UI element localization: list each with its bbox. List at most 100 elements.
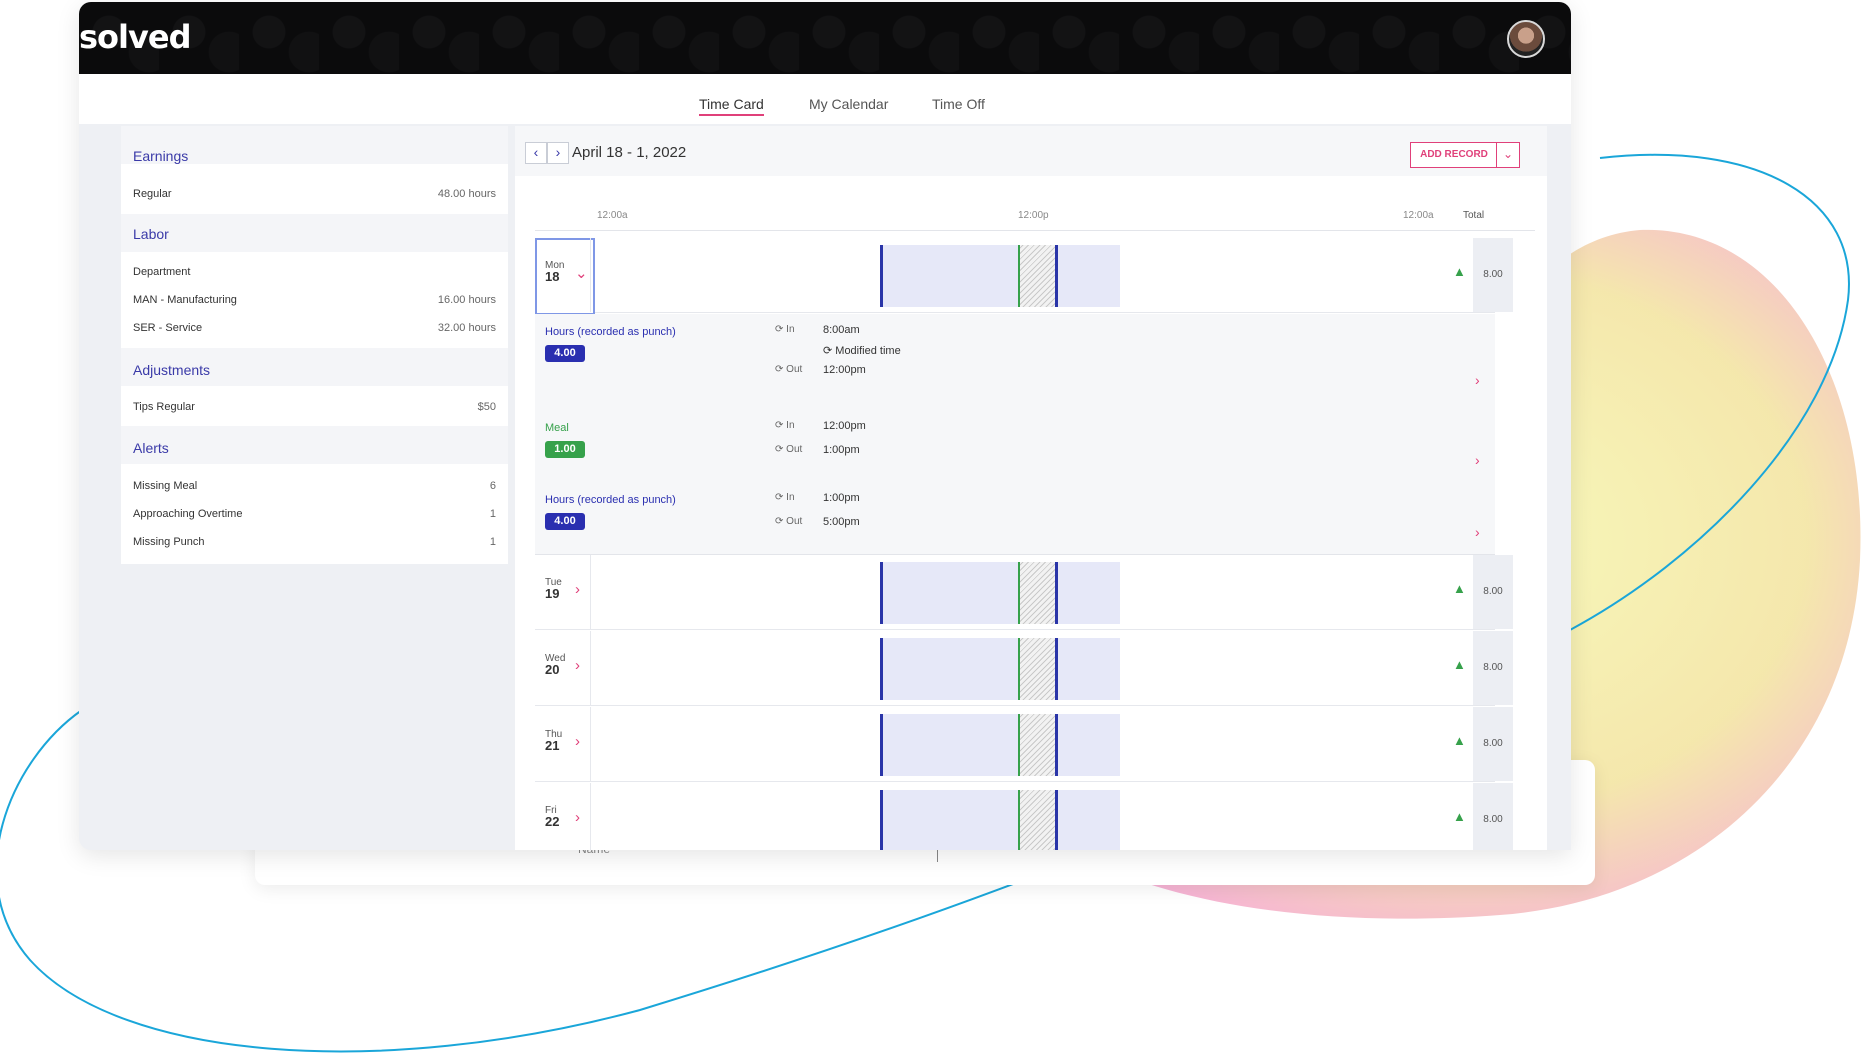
sync-icon: ⟳ xyxy=(775,516,784,527)
day-row-wed[interactable]: Wed 20 › ▲ 8.00 xyxy=(535,631,1513,706)
day-total: 8.00 xyxy=(1473,631,1513,705)
row-label: Approaching Overtime xyxy=(133,508,243,520)
chevron-right-icon[interactable]: › xyxy=(575,809,580,826)
add-record-dropdown-button[interactable]: ⌄ xyxy=(1496,142,1520,168)
chevron-right-icon[interactable]: › xyxy=(575,581,580,598)
sync-icon: ⟳ xyxy=(775,492,784,503)
row-value: 1 xyxy=(489,536,496,548)
day-total: 8.00 xyxy=(1473,707,1513,781)
meal-start-marker xyxy=(1018,790,1020,850)
day-divider xyxy=(590,238,591,312)
day-row-mon[interactable]: Mon 18 ⌄ ▲ 8.00 xyxy=(535,238,1513,315)
day-of-week: Fri xyxy=(545,805,557,816)
tab-my-calendar[interactable]: My Calendar xyxy=(809,96,889,112)
meal-start-marker xyxy=(1018,714,1020,776)
punch-detail[interactable]: Hours (recorded as punch) 4.00 ⟳ In 1:00… xyxy=(535,482,1495,555)
punch-in-marker xyxy=(880,245,883,307)
punch-in-time: 8:00am xyxy=(823,324,860,336)
row-value: 16.00 hours xyxy=(437,294,496,306)
meal-block[interactable] xyxy=(1018,790,1056,850)
day-divider xyxy=(590,707,591,781)
chevron-right-icon[interactable]: › xyxy=(1475,372,1480,388)
day-number: 18 xyxy=(545,269,560,284)
top-tabs: Time Card My Calendar Time Off xyxy=(79,74,1571,124)
warning-icon[interactable]: ▲ xyxy=(1453,581,1466,596)
column-divider xyxy=(937,848,938,862)
tab-time-off[interactable]: Time Off xyxy=(932,96,985,112)
day-row-thu[interactable]: Thu 21 › ▲ 8.00 xyxy=(535,707,1513,782)
meal-block[interactable] xyxy=(1018,562,1056,624)
out-label: Out xyxy=(786,444,803,455)
punch-in-label: ⟳ In xyxy=(775,420,795,431)
solved-logo[interactable]: solved xyxy=(79,18,191,56)
day-of-week: Mon xyxy=(545,260,565,271)
user-avatar[interactable] xyxy=(1507,20,1545,58)
row-value: 48.00 hours xyxy=(437,188,496,200)
time-label-end: 12:00a xyxy=(1403,210,1434,221)
row-value: 6 xyxy=(489,480,496,492)
work-block-morning[interactable] xyxy=(880,562,1018,624)
work-block-morning[interactable] xyxy=(880,790,1018,850)
punch-detail[interactable]: Hours (recorded as punch) 4.00 ⟳ In 8:00… xyxy=(535,314,1495,411)
top-header: solved xyxy=(79,2,1571,74)
day-label: Tue 19 xyxy=(545,577,562,600)
day-number: 22 xyxy=(545,814,560,829)
modified-text: Modified time xyxy=(835,345,901,357)
work-block-morning[interactable] xyxy=(880,245,1018,307)
work-block-morning[interactable] xyxy=(880,638,1018,700)
alerts-row: Missing Punch 1 xyxy=(133,536,496,548)
punch-in-marker xyxy=(880,638,883,700)
meal-block[interactable] xyxy=(1018,714,1056,776)
tab-time-card[interactable]: Time Card xyxy=(699,96,764,116)
add-record-button[interactable]: ADD RECORD xyxy=(1410,142,1497,168)
day-row-fri[interactable]: Fri 22 › ▲ 8.00 xyxy=(535,783,1513,850)
record-type: Hours (recorded as punch) xyxy=(545,494,676,506)
timeline-header: 12:00a 12:00p 12:00a Total xyxy=(535,210,1535,231)
punch-in-time: 12:00pm xyxy=(823,420,866,432)
meal-start-marker xyxy=(1018,245,1020,307)
earnings-title: Earnings xyxy=(133,148,189,164)
meal-start-marker xyxy=(1018,562,1020,624)
chevron-down-icon[interactable]: ⌄ xyxy=(575,265,588,282)
in-label: In xyxy=(786,324,795,335)
day-divider xyxy=(590,555,591,629)
chevron-right-icon[interactable]: › xyxy=(1475,524,1480,540)
punch-in-marker xyxy=(880,714,883,776)
alerts-title: Alerts xyxy=(133,440,169,456)
out-label: Out xyxy=(786,516,803,527)
timecard-toolbar: ‹ › April 18 - 1, 2022 ADD RECORD ⌄ xyxy=(515,126,1547,176)
chevron-right-icon[interactable]: › xyxy=(1475,452,1480,468)
date-range-label: April 18 - 1, 2022 xyxy=(572,144,687,161)
warning-icon[interactable]: ▲ xyxy=(1453,657,1466,672)
row-label: MAN - Manufacturing xyxy=(133,294,237,306)
meal-detail[interactable]: Meal 1.00 ⟳ In 12:00pm ⟳ Out 1:00pm › xyxy=(535,410,1495,483)
labor-row: SER - Service 32.00 hours xyxy=(133,322,496,334)
day-header-selected[interactable] xyxy=(535,238,595,315)
warning-icon[interactable]: ▲ xyxy=(1453,733,1466,748)
total-column-label: Total xyxy=(1463,210,1485,221)
punch-in-label: ⟳ In xyxy=(775,492,795,503)
day-of-week: Wed xyxy=(545,653,566,664)
punch-out-time: 5:00pm xyxy=(823,516,860,528)
warning-icon[interactable]: ▲ xyxy=(1453,809,1466,824)
next-week-button[interactable]: › xyxy=(547,142,569,164)
punch-in-marker xyxy=(880,562,883,624)
summary-sidebar: Earnings Regular 48.00 hours Labor Depar… xyxy=(121,126,508,564)
chevron-right-icon[interactable]: › xyxy=(575,733,580,750)
row-label: Missing Meal xyxy=(133,480,198,492)
day-total: 8.00 xyxy=(1473,555,1513,629)
meal-end-marker xyxy=(1055,562,1058,624)
meal-block[interactable] xyxy=(1018,638,1056,700)
row-label: Tips Regular xyxy=(133,401,195,413)
day-label: Mon 18 xyxy=(545,260,565,284)
labor-title: Labor xyxy=(133,226,169,242)
sync-icon: ⟳ xyxy=(775,420,784,431)
warning-icon[interactable]: ▲ xyxy=(1453,264,1466,279)
chevron-right-icon[interactable]: › xyxy=(575,657,580,674)
work-block-morning[interactable] xyxy=(880,714,1018,776)
day-label: Wed 20 xyxy=(545,653,566,676)
prev-week-button[interactable]: ‹ xyxy=(525,142,547,164)
meal-block[interactable] xyxy=(1018,245,1056,307)
labor-header xyxy=(121,214,508,252)
day-row-tue[interactable]: Tue 19 › ▲ 8.00 xyxy=(535,555,1513,630)
